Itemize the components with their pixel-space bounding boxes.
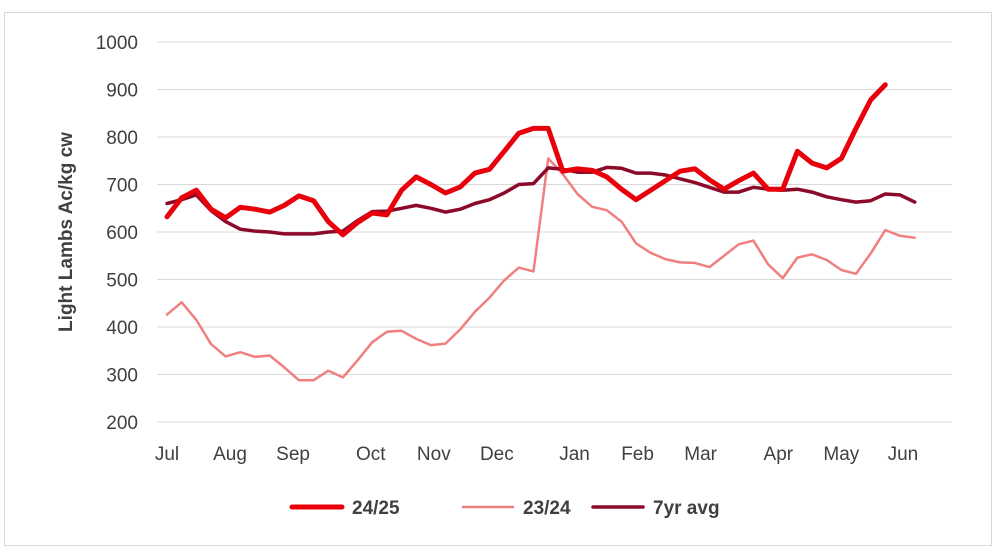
x-tick-label: May (823, 444, 859, 465)
x-tick-label: Feb (621, 444, 654, 465)
legend: 24/25 23/24 7yr avg (289, 498, 720, 519)
x-tick-label: Jul (155, 444, 179, 465)
y-tick-label: 700 (106, 176, 138, 197)
y-tick-label: 300 (106, 366, 138, 387)
series-line-0 (164, 82, 888, 238)
series-line-1 (165, 157, 916, 382)
y-axis-label: Light Lambs Ac/kg cw (56, 132, 77, 332)
series-line-2 (165, 165, 917, 236)
legend-label: 24/25 (352, 498, 400, 519)
x-axis-ticks: Jul Aug Sep Oct Nov Dec Jan Feb Mar Apr May Jun (155, 444, 918, 465)
x-tick-label: Mar (684, 444, 717, 465)
gridlines (157, 41, 952, 423)
y-axis-ticks: 200 300 400 500 600 700 800 900 1000 (96, 33, 138, 434)
x-tick-label: Dec (480, 444, 514, 465)
legend-label: 23/24 (523, 498, 571, 519)
x-tick-label: Sep (276, 444, 310, 465)
y-tick-label: 1000 (96, 33, 138, 54)
x-tick-label: Oct (356, 444, 386, 465)
series-lines (164, 82, 917, 382)
y-tick-label: 200 (106, 413, 138, 434)
y-tick-label: 500 (106, 271, 138, 292)
x-tick-label: Apr (764, 444, 794, 465)
y-tick-label: 600 (106, 223, 138, 244)
chart-frame (4, 12, 992, 546)
y-tick-label: 900 (106, 81, 138, 102)
legend-label: 7yr avg (653, 498, 720, 519)
x-tick-label: Jun (888, 444, 919, 465)
y-tick-label: 400 (106, 318, 138, 339)
x-tick-label: Jan (559, 444, 590, 465)
x-tick-label: Nov (417, 444, 451, 465)
y-tick-label: 800 (106, 128, 138, 149)
x-tick-label: Aug (213, 444, 247, 465)
